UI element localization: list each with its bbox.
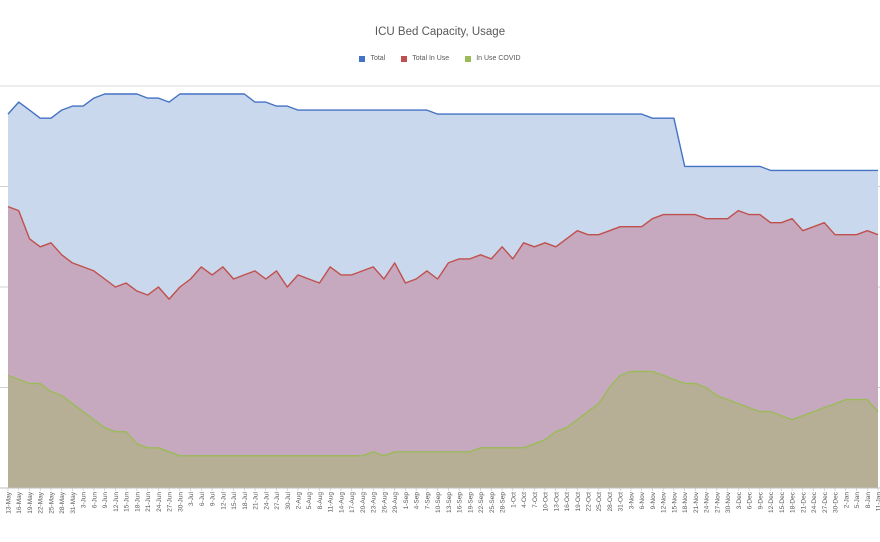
legend-label-total: Total: [370, 55, 386, 62]
x-tick-label: 19-Sep: [467, 492, 474, 513]
x-tick-label: 19-Oct: [575, 492, 582, 512]
x-tick-label: 25-Sep: [489, 492, 496, 513]
x-tick-label: 17-Aug: [349, 492, 356, 513]
x-tick-label: 30-Jul: [285, 491, 292, 509]
x-tick-label: 29-Aug: [392, 492, 399, 513]
x-tick-label: 21-Dec: [800, 491, 807, 513]
legend-label-in-use-covid: In Use COVID: [476, 55, 521, 62]
legend-item-in-use-covid: In Use COVID: [465, 55, 521, 62]
x-tick-label: 30-Nov: [725, 491, 732, 513]
x-tick-label: 25-May: [49, 491, 56, 513]
x-tick-label: 30-Dec: [833, 491, 840, 513]
x-tick-label: 15-Dec: [779, 491, 786, 513]
x-tick-label: 28-Sep: [500, 492, 507, 513]
x-tick-label: 4-Oct: [521, 492, 528, 508]
x-tick-label: 25-Oct: [596, 492, 603, 512]
x-tick-label: 10-Sep: [435, 492, 442, 513]
x-tick-label: 13-Sep: [446, 492, 453, 513]
x-tick-label: 31-May: [70, 491, 77, 513]
x-tick-label: 5-Jan: [854, 492, 861, 509]
x-tick-label: 8-Jan: [865, 492, 872, 509]
x-tick-label: 7-Sep: [424, 492, 431, 510]
x-tick-label: 24-Dec: [811, 491, 818, 513]
chart-title: ICU Bed Capacity, Usage: [374, 26, 506, 38]
x-tick-label: 27-Jul: [274, 491, 281, 509]
series-line-in-use-covid: [7, 370, 879, 457]
legend-item-total: Total: [359, 55, 385, 62]
x-tick-label: 30-Jun: [177, 492, 184, 512]
x-tick-label: 24-Jul: [263, 491, 270, 509]
x-tick-label: 26-Aug: [381, 492, 388, 513]
x-tick-label: 12-Jul: [220, 491, 227, 509]
x-tick-label: 18-Jul: [242, 491, 249, 509]
chart-legend: Total Total In Use In Use COVID: [0, 55, 880, 62]
x-tick-label: 28-Oct: [607, 492, 614, 512]
x-tick-label: 16-Oct: [564, 492, 571, 512]
x-tick-label: 23-Aug: [371, 492, 378, 513]
x-tick-label: 27-Dec: [822, 491, 829, 513]
x-tick-label: 21-Jun: [145, 492, 152, 512]
x-tick-label: 18-Dec: [790, 491, 797, 513]
x-tick-label: 31-Oct: [618, 492, 625, 512]
x-tick-label: 11-Jan: [876, 492, 880, 512]
x-tick-label: 9-Jul: [210, 491, 217, 506]
x-tick-label: 6-Jul: [199, 491, 206, 506]
x-tick-label: 6-Dec: [747, 491, 754, 509]
x-tick-label: 16-May: [16, 491, 23, 513]
x-tick-label: 4-Sep: [414, 492, 421, 510]
x-tick-label: 20-Aug: [360, 492, 367, 513]
x-tick-label: 28-May: [59, 491, 66, 513]
x-tick-label: 1-Oct: [510, 492, 517, 508]
legend-item-total-in-use: Total In Use: [401, 55, 449, 62]
x-tick-label: 18-Jun: [134, 492, 141, 512]
x-tick-label: 22-May: [38, 491, 45, 513]
x-tick-label: 3-Jun: [81, 492, 88, 509]
x-tick-label: 14-Aug: [339, 492, 346, 513]
x-tick-label: 13-May: [6, 491, 13, 513]
x-tick-label: 3-Jul: [188, 491, 195, 506]
x-tick-label: 3-Nov: [629, 491, 636, 509]
x-tick-label: 2-Jan: [843, 492, 850, 509]
x-tick-label: 10-Oct: [543, 492, 550, 512]
x-tick-label: 8-Aug: [317, 492, 324, 510]
x-tick-label: 22-Oct: [586, 492, 593, 512]
x-tick-label: 21-Jul: [253, 491, 260, 509]
x-tick-label: 18-Nov: [682, 491, 689, 513]
x-tick-label: 9-Dec: [757, 491, 764, 509]
legend-swatch-total: [359, 55, 366, 62]
x-tick-label: 15-Jun: [124, 492, 131, 512]
x-tick-label: 6-Jun: [91, 492, 98, 509]
x-tick-label: 9-Jun: [102, 492, 109, 509]
series-line-total-in-use: [7, 205, 879, 300]
x-tick-label: 27-Nov: [714, 491, 721, 513]
x-tick-label: 22-Sep: [478, 492, 485, 513]
x-tick-label: 15-Nov: [671, 491, 678, 513]
x-tick-label: 15-Jul: [231, 491, 238, 509]
series-line-total: [7, 93, 878, 172]
legend-swatch-total-in-use: [401, 55, 408, 62]
x-tick-label: 12-Nov: [661, 491, 668, 513]
x-tick-label: 7-Oct: [532, 492, 539, 508]
x-tick-label: 5-Aug: [306, 492, 313, 510]
x-tick-label: 16-Sep: [457, 492, 464, 513]
x-tick-label: 24-Nov: [704, 491, 711, 513]
x-tick-label: 11-Aug: [328, 492, 335, 513]
x-tick-label: 21-Nov: [693, 491, 700, 513]
x-tick-label: 12-Dec: [768, 491, 775, 513]
x-tick-label: 9-Nov: [650, 491, 657, 509]
legend-label-total-in-use: Total In Use: [412, 55, 450, 62]
x-tick-label: 13-Oct: [553, 492, 560, 512]
x-tick-label: 2-Aug: [296, 492, 303, 510]
x-tick-label: 6-Nov: [639, 491, 646, 509]
legend-swatch-in-use-covid: [465, 55, 472, 62]
x-tick-label: 12-Jun: [113, 492, 120, 512]
series-area-in-use-covid: [8, 371, 878, 488]
x-tick-label: 19-May: [27, 491, 34, 513]
x-tick-label: 24-Jun: [156, 492, 163, 512]
x-tick-label: 3-Dec: [736, 491, 743, 509]
x-tick-label: 1-Sep: [403, 492, 410, 510]
x-tick-label: 27-Jun: [167, 492, 174, 512]
